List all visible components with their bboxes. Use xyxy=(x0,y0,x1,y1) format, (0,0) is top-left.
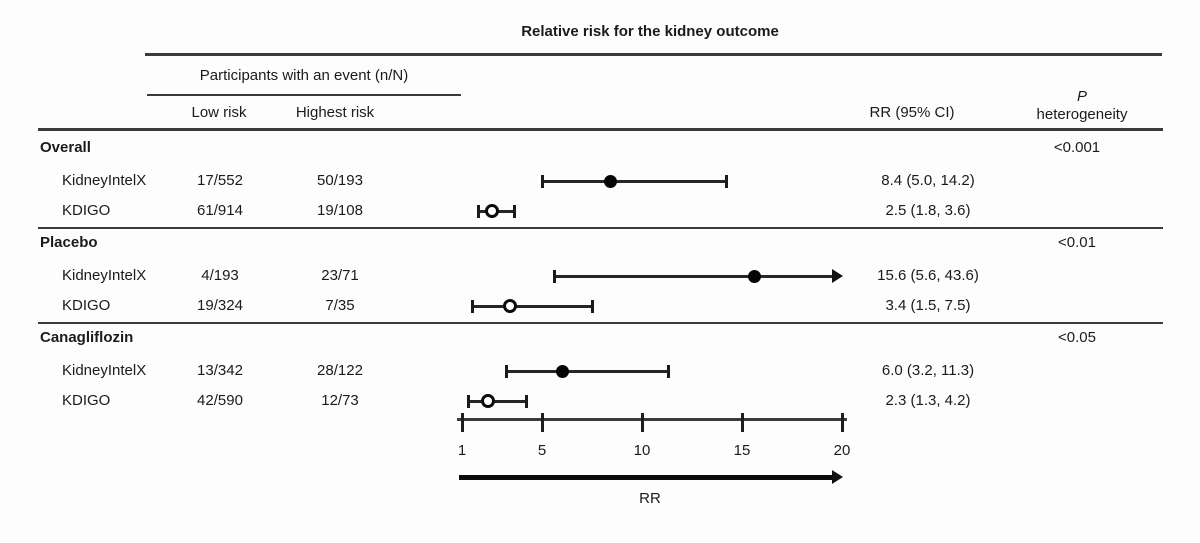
ci-cap-left xyxy=(476,204,480,218)
highest-risk-value: 50/193 xyxy=(317,171,363,189)
ci-line xyxy=(468,399,526,403)
axis-tick-label: 10 xyxy=(633,441,651,459)
low-risk-value: 42/590 xyxy=(197,391,243,409)
ci-cap-right xyxy=(524,394,528,408)
column-header-p: P xyxy=(1076,87,1088,105)
axis-tick-label: 5 xyxy=(537,441,547,459)
section-divider xyxy=(38,322,1163,324)
ci-line xyxy=(554,274,833,278)
rr-ci-value: 6.0 (3.2, 11.3) xyxy=(881,361,975,379)
axis-tick-label: 20 xyxy=(833,441,851,459)
rule-under-title xyxy=(145,53,1162,56)
ci-line xyxy=(542,179,726,183)
rr-marker-filled xyxy=(603,174,617,188)
ci-arrow-right-icon xyxy=(832,269,843,283)
column-header-rr-ci: RR (95% CI) xyxy=(869,103,955,121)
column-header-heterogeneity: heterogeneity xyxy=(1036,105,1128,123)
highest-risk-value: 23/71 xyxy=(321,266,359,284)
rr-ci-value: 2.5 (1.8, 3.6) xyxy=(885,201,971,219)
rr-ci-value: 15.6 (5.6, 43.6) xyxy=(877,266,979,284)
ci-cap-right xyxy=(512,204,516,218)
participants-header: Participants with an event (n/N) xyxy=(199,66,409,84)
ci-line xyxy=(472,304,592,308)
row-label: KDIGO xyxy=(62,201,111,219)
axis-tick-label: 15 xyxy=(733,441,751,459)
low-risk-value: 61/914 xyxy=(197,201,243,219)
low-risk-value: 13/342 xyxy=(197,361,243,379)
rr-marker-filled xyxy=(747,269,761,283)
column-header-low-risk: Low risk xyxy=(191,103,247,121)
axis-arrow-head-icon xyxy=(832,470,843,484)
ci-cap-left xyxy=(504,364,508,378)
low-risk-value: 17/552 xyxy=(197,171,243,189)
row-label: KDIGO xyxy=(62,391,111,409)
p-heterogeneity-value: <0.05 xyxy=(1058,328,1096,346)
ci-cap-left xyxy=(470,299,474,313)
axis-tick xyxy=(460,413,464,432)
section-divider xyxy=(38,227,1163,229)
highest-risk-value: 19/108 xyxy=(317,201,363,219)
ci-cap-right xyxy=(724,174,728,188)
group-label: Overall xyxy=(40,138,91,156)
rr-ci-value: 8.4 (5.0, 14.2) xyxy=(881,171,975,189)
axis-tick xyxy=(840,413,844,432)
ci-cap-left xyxy=(540,174,544,188)
rule-under-participants xyxy=(147,94,461,96)
axis-tick xyxy=(740,413,744,432)
figure-title: Relative risk for the kidney outcome xyxy=(521,22,779,40)
row-label: KidneyIntelX xyxy=(62,171,147,189)
axis-tick xyxy=(540,413,544,432)
ci-cap-right xyxy=(590,299,594,313)
rr-ci-value: 3.4 (1.5, 7.5) xyxy=(885,296,971,314)
ci-line xyxy=(506,369,668,373)
highest-risk-value: 7/35 xyxy=(325,296,355,314)
group-label: Placebo xyxy=(40,233,98,251)
row-label: KidneyIntelX xyxy=(62,266,147,284)
row-label: KidneyIntelX xyxy=(62,361,147,379)
ci-cap-left xyxy=(552,269,556,283)
column-header-highest-risk: Highest risk xyxy=(295,103,375,121)
axis-bar xyxy=(457,418,847,421)
p-heterogeneity-value: <0.001 xyxy=(1053,138,1101,156)
ci-cap-left xyxy=(466,394,470,408)
highest-risk-value: 28/122 xyxy=(317,361,363,379)
axis-tick xyxy=(640,413,644,432)
rr-ci-value: 2.3 (1.3, 4.2) xyxy=(885,391,971,409)
rr-marker-open xyxy=(481,394,495,408)
rr-axis-label: RR xyxy=(639,489,661,507)
low-risk-value: 19/324 xyxy=(197,296,243,314)
p-heterogeneity-value: <0.01 xyxy=(1058,233,1096,251)
rr-marker-open xyxy=(485,204,499,218)
rr-marker-filled xyxy=(555,364,569,378)
low-risk-value: 4/193 xyxy=(201,266,239,284)
highest-risk-value: 12/73 xyxy=(321,391,359,409)
row-label: KDIGO xyxy=(62,296,111,314)
rule-header-bottom xyxy=(38,128,1163,131)
group-label: Canagliflozin xyxy=(40,328,134,346)
ci-cap-right xyxy=(666,364,670,378)
axis-tick-label: 1 xyxy=(457,441,467,459)
axis-arrow xyxy=(459,474,833,480)
rr-marker-open xyxy=(503,299,517,313)
